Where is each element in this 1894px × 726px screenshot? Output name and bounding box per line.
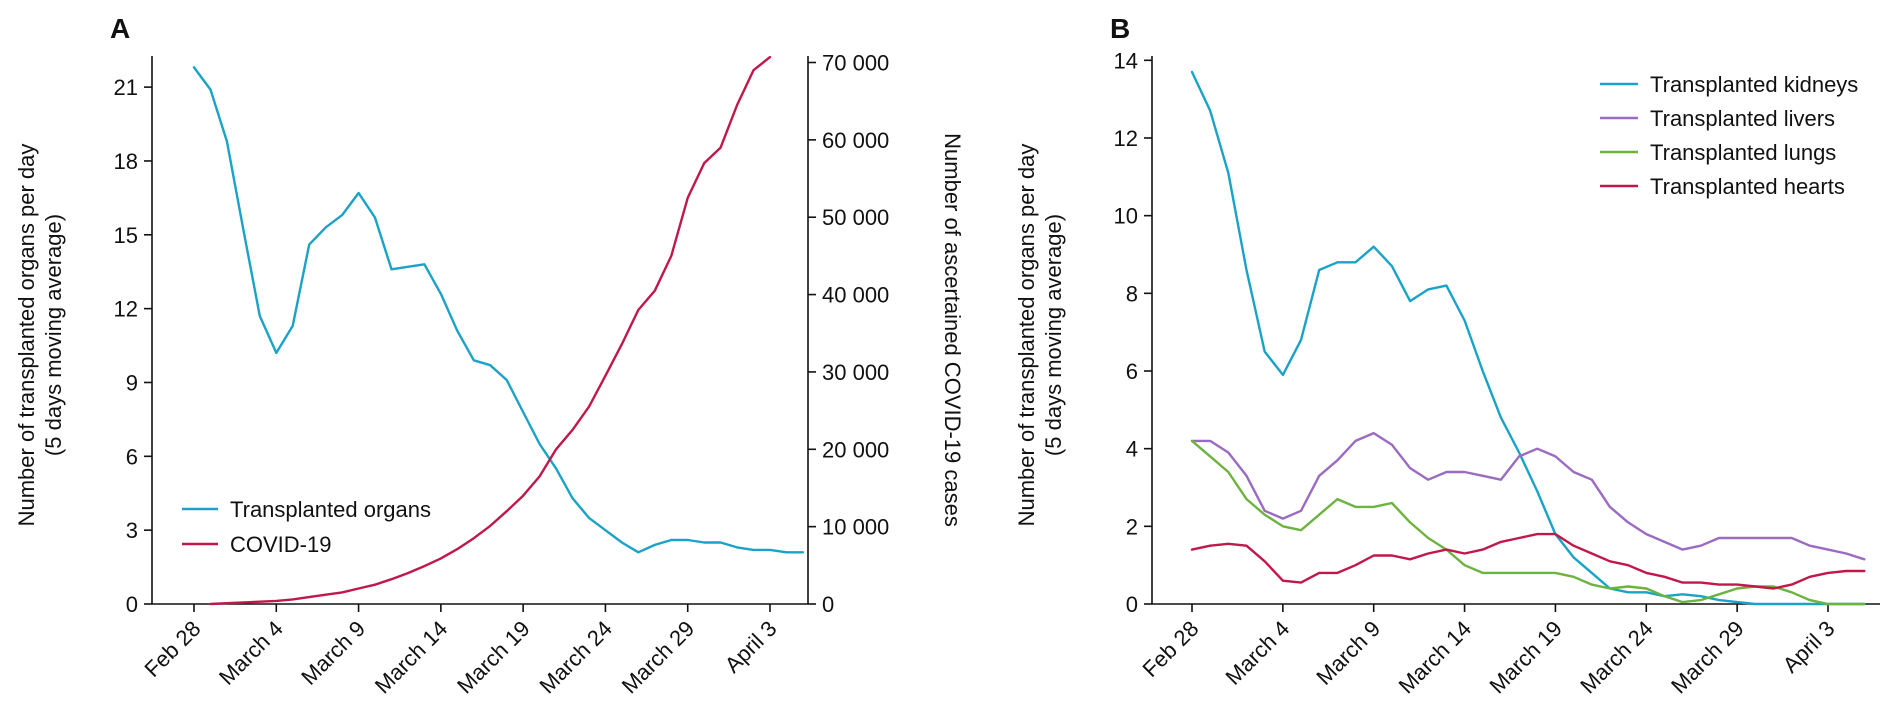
panel-b-legend: Transplanted kidneys Transplanted livers… — [1600, 72, 1858, 199]
panel-b-label: B — [1110, 13, 1130, 44]
panel-b-series — [1190, 70, 1866, 606]
y2-tick-label: 30 000 — [822, 360, 889, 385]
panel-b-y-ticks: 0 2 4 6 8 10 12 14 — [1114, 48, 1152, 617]
panel-a-legend: Transplanted organs COVID-19 — [182, 497, 431, 557]
panel-a-series — [192, 55, 805, 606]
y-tick-label: 18 — [114, 149, 138, 174]
legend-label-transplanted-lungs: Transplanted lungs — [1650, 140, 1836, 165]
panel-a-y2-axis-title: Number of ascertained COVID-19 cases — [940, 133, 965, 527]
y-tick-label: 12 — [114, 297, 138, 322]
legend-label-transplanted-kidneys: Transplanted kidneys — [1650, 72, 1858, 97]
panel-a-y-ticks: 0 3 6 9 12 15 18 21 — [114, 75, 152, 617]
x-tick-label: Feb 28 — [1137, 616, 1203, 682]
x-tick-label: March 24 — [534, 616, 617, 699]
series-line-transplanted-organs — [192, 66, 805, 554]
y-tick-label: 14 — [1114, 48, 1138, 73]
y-tick-label: 21 — [114, 75, 138, 100]
series-line-transplanted-hearts — [1190, 532, 1866, 590]
x-tick-label: March 19 — [1484, 616, 1567, 699]
y2-tick-label: 50 000 — [822, 205, 889, 230]
legend-label-transplanted-hearts: Transplanted hearts — [1650, 174, 1845, 199]
y-tick-label: 10 — [1114, 204, 1138, 229]
x-tick-label: March 19 — [452, 616, 535, 699]
y-tick-label: 0 — [126, 592, 138, 617]
y-tick-label: 6 — [1126, 359, 1138, 384]
x-tick-label: March 9 — [1311, 616, 1385, 690]
series-line-transplanted-lungs — [1190, 439, 1866, 606]
x-tick-label: March 4 — [214, 616, 288, 690]
x-tick-label: March 29 — [1666, 616, 1749, 699]
panel-b-x-ticks: Feb 28 March 4 March 9 March 14 March 19 Marc… — [1137, 604, 1840, 699]
x-tick-label: March 9 — [296, 616, 370, 690]
x-tick-label: Feb 28 — [139, 616, 205, 682]
y-tick-label: 15 — [114, 223, 138, 248]
panel-a-y2-ticks: 0 10 000 20 000 30 000 40 000 50 000 60 000 70 … — [808, 51, 889, 617]
legend-label-transplanted-livers: Transplanted livers — [1650, 106, 1835, 131]
y2-tick-label: 0 — [822, 592, 834, 617]
y2-tick-label: 40 000 — [822, 283, 889, 308]
y2-tick-label: 60 000 — [822, 128, 889, 153]
x-tick-label: March 29 — [617, 616, 700, 699]
y2-tick-label: 70 000 — [822, 51, 889, 76]
y-tick-label: 4 — [1126, 437, 1138, 462]
x-tick-label: March 24 — [1575, 616, 1658, 699]
series-line-transplanted-kidneys — [1190, 70, 1866, 606]
y-tick-label: 3 — [126, 518, 138, 543]
panel-a-y-axis-subtitle: (5 days moving average) — [41, 214, 66, 456]
y-tick-label: 12 — [1114, 126, 1138, 151]
legend-label-covid-19: COVID-19 — [230, 532, 331, 557]
y2-tick-label: 10 000 — [822, 515, 889, 540]
panel-b-y-axis-title: Number of transplanted organs per day — [1014, 144, 1039, 527]
panel-a-x-ticks: Feb 28 March 4 March 9 March 14 March 19 Marc… — [139, 604, 782, 699]
x-tick-label: April 3 — [720, 616, 782, 678]
panel-a: A 0 3 6 9 12 15 18 21 0 10 000 20 000 30 000 40 000… — [14, 13, 965, 698]
y-tick-label: 6 — [126, 444, 138, 469]
legend-label-transplanted-organs: Transplanted organs — [230, 497, 431, 522]
x-tick-label: April 3 — [1778, 616, 1840, 678]
panel-a-label: A — [110, 13, 130, 44]
x-tick-label: March 14 — [370, 616, 453, 699]
series-line-covid-19 — [209, 55, 772, 606]
x-tick-label: March 14 — [1394, 616, 1477, 699]
series-line-transplanted-livers — [1190, 431, 1866, 561]
panel-a-y-axis-title: Number of transplanted organs per day — [14, 144, 39, 527]
y-tick-label: 0 — [1126, 592, 1138, 617]
y2-tick-label: 20 000 — [822, 437, 889, 462]
x-tick-label: March 4 — [1221, 616, 1295, 690]
y-tick-label: 2 — [1126, 514, 1138, 539]
panel-b-y-axis-subtitle: (5 days moving average) — [1041, 214, 1066, 456]
y-tick-label: 8 — [1126, 281, 1138, 306]
y-tick-label: 9 — [126, 370, 138, 395]
